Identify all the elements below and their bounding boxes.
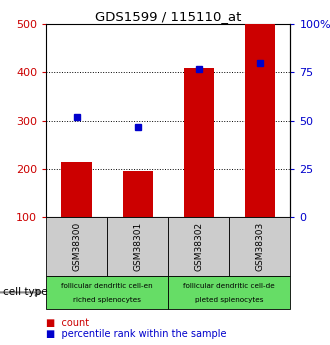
Bar bbox=[183, 68, 214, 217]
Bar bbox=[61, 162, 92, 217]
Bar bbox=[46, 217, 107, 276]
Text: GSM38300: GSM38300 bbox=[72, 222, 81, 271]
Text: GSM38303: GSM38303 bbox=[255, 222, 264, 271]
Text: GSM38302: GSM38302 bbox=[194, 222, 203, 271]
Bar bbox=[168, 217, 229, 276]
Bar bbox=[122, 171, 153, 217]
Text: follicular dendritic cell-en: follicular dendritic cell-en bbox=[61, 284, 153, 289]
Bar bbox=[168, 276, 290, 309]
Text: riched splenocytes: riched splenocytes bbox=[73, 297, 141, 303]
Text: GSM38301: GSM38301 bbox=[133, 222, 142, 271]
Text: cell type: cell type bbox=[3, 287, 48, 297]
Text: ■  percentile rank within the sample: ■ percentile rank within the sample bbox=[46, 329, 227, 339]
Text: follicular dendritic cell-de: follicular dendritic cell-de bbox=[183, 284, 275, 289]
Bar bbox=[229, 217, 290, 276]
Bar bbox=[46, 276, 168, 309]
Bar bbox=[107, 217, 168, 276]
Text: ■  count: ■ count bbox=[46, 318, 89, 327]
Bar bbox=[245, 24, 275, 217]
Text: pleted splenocytes: pleted splenocytes bbox=[195, 297, 264, 303]
Title: GDS1599 / 115110_at: GDS1599 / 115110_at bbox=[95, 10, 242, 23]
